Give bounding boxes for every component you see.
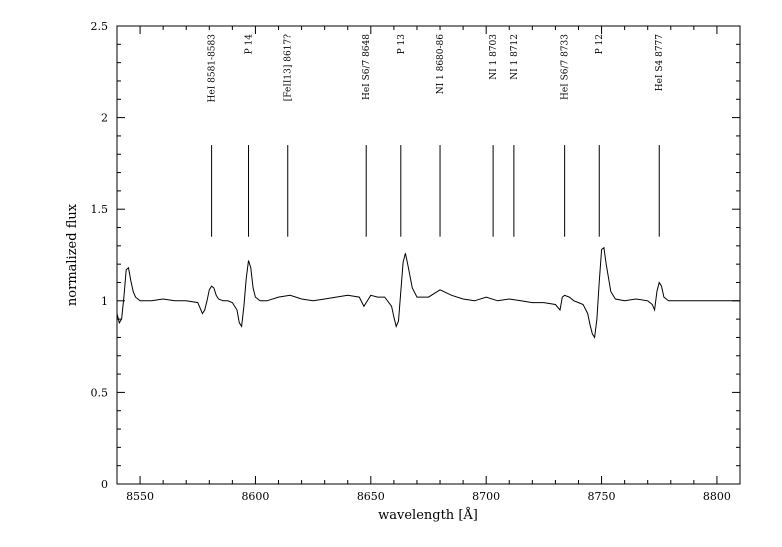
line-marker-label: P 12 xyxy=(595,34,605,54)
line-marker-label: NI 1 8712 xyxy=(510,34,520,80)
y-axis-title: normalized flux xyxy=(65,203,80,306)
y-tick-label: 2 xyxy=(101,112,108,125)
y-tick-label: 1 xyxy=(101,295,108,308)
x-tick-label: 8700 xyxy=(472,490,500,503)
line-marker-label: P 13 xyxy=(397,34,407,55)
line-marker-label: HeI S4 8777 xyxy=(655,34,665,92)
line-marker-label: P 14 xyxy=(245,34,255,55)
line-marker-label: [FeII13] 8617? xyxy=(284,34,294,101)
line-marker-label: HeI 8581-8583 xyxy=(208,34,218,103)
y-tick-label: 0.5 xyxy=(91,386,109,399)
x-tick-label: 8600 xyxy=(241,490,269,503)
y-tick-labels: 0 0.5 1 1.5 2 2.5 xyxy=(91,20,109,491)
y-tick-label: 2.5 xyxy=(91,20,109,33)
plot-frame xyxy=(116,25,741,485)
y-tick-label: 1.5 xyxy=(91,203,109,216)
x-tick-label: 8800 xyxy=(703,490,731,503)
spectrum-line xyxy=(116,246,740,339)
x-axis-title: wavelength [Å] xyxy=(378,507,478,523)
line-marker-label: HeI S6/7 8733 xyxy=(561,34,571,100)
x-tick-label: 8650 xyxy=(357,490,385,503)
y-tick-label: 0 xyxy=(101,478,108,491)
x-tick-label: 8550 xyxy=(126,490,154,503)
series-group xyxy=(116,246,740,339)
line-marker-label: NI 1 8680-86 xyxy=(436,34,446,95)
line-markers: HeI 8581-8583 P 14 [FeII13] 8617? HeI S6/7 … xyxy=(208,34,665,237)
x-tick-labels: 8550 8600 8650 8700 8750 8800 xyxy=(126,490,731,503)
x-ticks xyxy=(139,26,741,484)
x-tick-label: 8750 xyxy=(588,490,616,503)
line-marker-label: HeI S6/7 8648 xyxy=(362,34,372,100)
line-marker-label: NI 1 8703 xyxy=(489,34,499,80)
